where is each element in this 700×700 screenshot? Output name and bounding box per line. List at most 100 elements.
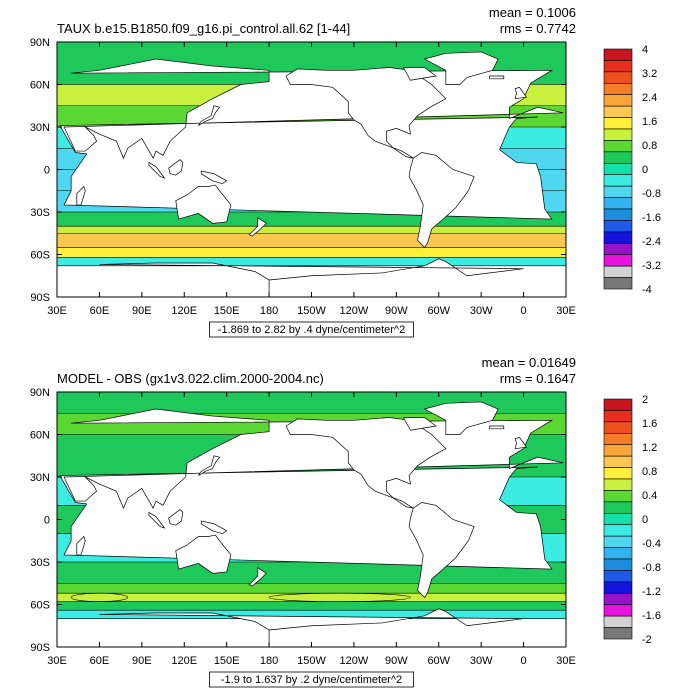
land-antarctica <box>0 609 15 647</box>
x-tick-label: 30E <box>556 305 576 317</box>
land-antarctica <box>99 258 524 297</box>
x-tick-label: 90W <box>385 305 408 317</box>
band-7 <box>57 583 566 594</box>
land-south-america <box>408 152 475 248</box>
x-tick-label: 30W <box>470 305 493 317</box>
y-tick-label: 90N <box>30 387 50 399</box>
land-australia <box>175 184 232 224</box>
y-tick-label: 30S <box>30 207 50 219</box>
x-tick-label: 30W <box>470 655 493 667</box>
land-antarctica <box>0 259 15 297</box>
colorbar-box-11 <box>603 174 633 187</box>
land-madagascar <box>586 537 594 555</box>
colorbar-label: 2.4 <box>642 92 657 104</box>
contour-info-box <box>209 321 414 338</box>
colorbar-box-9 <box>603 501 633 514</box>
land-north-america <box>285 67 447 159</box>
x-tick-label: 150E <box>214 655 240 667</box>
land-africa <box>569 117 700 219</box>
land-south-america <box>408 502 475 598</box>
colorbar-box-7 <box>603 478 633 491</box>
colorbar-box-18 <box>603 604 633 617</box>
rms-label: rms = 0.1647 <box>500 371 576 386</box>
land-borneo <box>168 509 184 526</box>
y-tick-label: 90S <box>30 292 50 304</box>
colorbar-box-7 <box>603 128 633 141</box>
mean-label: mean = 0.01649 <box>482 355 576 370</box>
x-tick-label: 120W <box>340 655 369 667</box>
x-tick-label: 30E <box>556 655 576 667</box>
colorbar-box-10 <box>603 162 633 176</box>
panel-title: MODEL - OBS (gx1v3.022.clim.2000-2004.nc… <box>57 371 324 386</box>
y-tick-label: 60N <box>30 430 50 442</box>
land-borneo <box>678 510 692 526</box>
y-tick-label: 0 <box>44 165 50 177</box>
colorbar-box-8 <box>603 140 633 153</box>
land-new-zealand <box>248 567 267 587</box>
x-tick-label: 30E <box>47 305 67 317</box>
colorbar-label: 2 <box>642 394 648 406</box>
y-tick-label: 30N <box>30 122 50 134</box>
colorbar-box-3 <box>603 432 633 446</box>
land-eurasia <box>0 59 54 158</box>
x-tick-label: 60W <box>427 305 450 317</box>
y-tick-label: 60S <box>30 250 50 262</box>
colorbar-box-19 <box>603 265 633 278</box>
land-greenland <box>423 401 499 435</box>
colorbar-box-1 <box>603 410 633 423</box>
colorbar-label: 0.8 <box>642 466 657 478</box>
land-eurasia <box>573 409 700 508</box>
colorbar-box-12 <box>603 535 633 548</box>
land-baffin <box>402 417 437 431</box>
colorbar-box-12 <box>603 185 633 198</box>
x-tick-label: 120E <box>171 305 197 317</box>
land-australia <box>685 535 700 573</box>
land-eurasia <box>0 409 54 508</box>
land-eurasia <box>63 58 564 160</box>
colorbar-label: 0 <box>642 514 648 526</box>
colorbar-box-11 <box>603 524 633 537</box>
y-tick-label: 30N <box>30 472 50 484</box>
y-tick-label: 30S <box>30 557 50 569</box>
land-baffin <box>402 67 437 81</box>
colorbar-box-8 <box>603 490 633 503</box>
colorbar-label: -1.6 <box>642 610 661 622</box>
map-panel-2: 30E 60E 90E 120E 150E 180 150W 120W 90W 60W 30W 0 30… <box>0 355 700 688</box>
colorbar-box-16 <box>603 581 633 594</box>
colorbar-box-13 <box>603 197 633 210</box>
land-japan <box>198 105 221 126</box>
colorbar-box-6 <box>603 117 633 130</box>
colorbar-label: 3.2 <box>642 68 657 80</box>
colorbar-box-1 <box>603 60 633 73</box>
band-9 <box>57 601 566 611</box>
colorbar-box-0 <box>603 398 633 411</box>
x-tick-label: 150E <box>214 305 240 317</box>
patch-0 <box>268 592 411 602</box>
colorbar-label: -2.4 <box>642 236 661 248</box>
colorbar-box-4 <box>603 94 633 107</box>
colorbar-box-17 <box>603 592 633 606</box>
band-11 <box>57 257 566 266</box>
land-uk <box>514 86 528 100</box>
land-japan <box>198 455 221 476</box>
x-tick-label: 90E <box>132 305 152 317</box>
x-tick-label: 120E <box>171 655 197 667</box>
colorbar-label: -1.2 <box>642 586 661 598</box>
land-borneo <box>168 159 184 176</box>
band-10 <box>57 610 566 619</box>
x-tick-label: 150W <box>297 655 326 667</box>
colorbar-box-4 <box>603 444 633 457</box>
x-tick-label: 60E <box>90 305 110 317</box>
colorbar-box-10 <box>603 512 633 526</box>
colorbar-box-18 <box>603 254 633 267</box>
panel-title: TAUX b.e15.B1850.f09_g16.pi_control.all.… <box>57 21 350 36</box>
x-tick-label: 60E <box>90 655 110 667</box>
x-tick-label: 120W <box>340 305 369 317</box>
colorbar-box-0 <box>603 48 633 61</box>
colorbar-box-19 <box>603 615 633 628</box>
contour-info-box <box>209 671 414 688</box>
land-uk <box>6 87 17 98</box>
mean-label: mean = 0.1006 <box>489 5 576 20</box>
land-sumatra <box>658 162 674 178</box>
